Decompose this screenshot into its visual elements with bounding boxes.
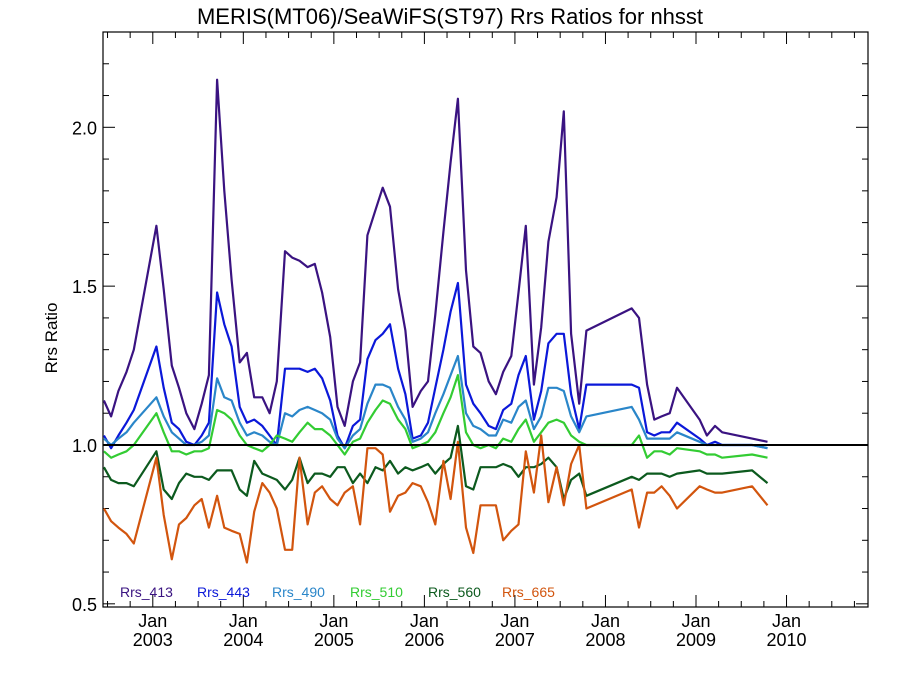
x-tick-label-year: 2008 bbox=[585, 630, 625, 650]
x-tick-label-month: Jan bbox=[500, 611, 529, 631]
series-line-rrs-413 bbox=[102, 78, 768, 443]
legend-entry: Rrs_510 bbox=[350, 584, 403, 600]
series-line-rrs-443 bbox=[102, 281, 768, 450]
y-tick-label: 2.0 bbox=[72, 118, 97, 138]
x-tick-label-year: 2009 bbox=[676, 630, 716, 650]
x-tick-label-month: Jan bbox=[681, 611, 710, 631]
x-tick-label-month: Jan bbox=[410, 611, 439, 631]
legend-entry: Rrs_443 bbox=[197, 584, 250, 600]
y-tick-label: 1.5 bbox=[72, 277, 97, 297]
x-tick-label-month: Jan bbox=[229, 611, 258, 631]
x-tick-label-year: 2006 bbox=[404, 630, 444, 650]
chart-title: MERIS(MT06)/SeaWiFS(ST97) Rrs Ratios for… bbox=[196, 4, 704, 29]
x-tick-label-year: 2004 bbox=[223, 630, 263, 650]
series-line-rrs-490 bbox=[103, 354, 768, 450]
x-tick-label-month: Jan bbox=[138, 611, 167, 631]
legend-entry: Rrs_413 bbox=[120, 584, 173, 600]
legend-entry: Rrs_665 bbox=[502, 584, 555, 600]
legend-entry: Rrs_560 bbox=[428, 584, 481, 600]
x-tick-label-year: 2010 bbox=[766, 630, 806, 650]
x-tick-label-year: 2007 bbox=[495, 630, 535, 650]
plot-frame bbox=[102, 31, 869, 608]
series-line-rrs-665 bbox=[102, 434, 769, 564]
y-tick-label: 0.5 bbox=[72, 595, 97, 615]
series-line-rrs-560 bbox=[102, 424, 769, 501]
x-tick-label-year: 2005 bbox=[314, 630, 354, 650]
legend-entry: Rrs_490 bbox=[272, 584, 325, 600]
y-tick-label: 1.0 bbox=[72, 436, 97, 456]
x-tick-label-year: 2003 bbox=[133, 630, 173, 650]
x-tick-label-month: Jan bbox=[772, 611, 801, 631]
x-tick-label-month: Jan bbox=[591, 611, 620, 631]
x-tick-label-month: Jan bbox=[319, 611, 348, 631]
